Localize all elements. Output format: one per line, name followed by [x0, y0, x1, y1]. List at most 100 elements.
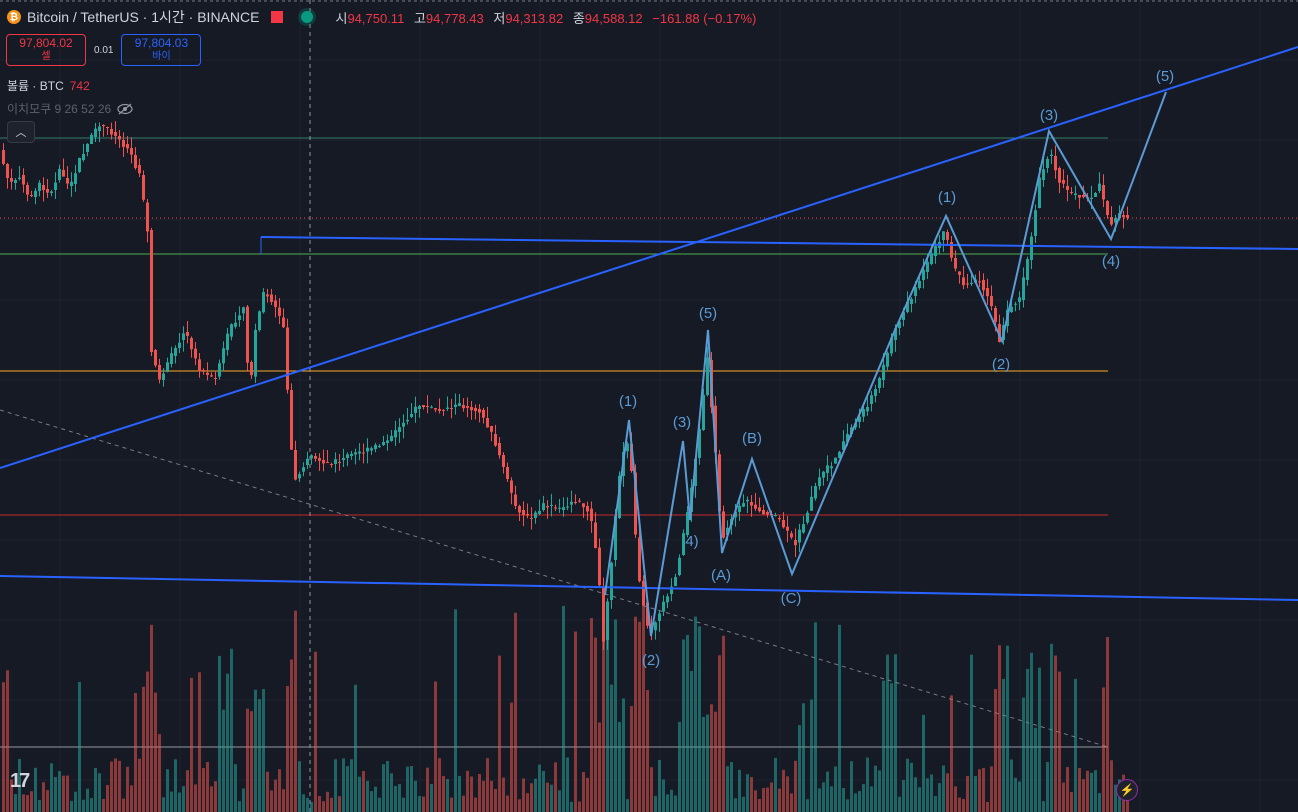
candle [226, 333, 229, 350]
buy-button[interactable]: 97,804.03 바이 [121, 34, 202, 66]
candle [794, 540, 797, 546]
wave-label[interactable]: (2) [992, 356, 1010, 373]
volume-bar [1054, 655, 1057, 812]
volume-bar [846, 799, 849, 812]
candle [82, 153, 85, 160]
volume-bar [330, 797, 333, 812]
wave-label[interactable]: (A) [711, 567, 731, 584]
volume-bar [766, 787, 769, 812]
volume-bar [494, 788, 497, 812]
volume-bar [302, 794, 305, 812]
candle [1054, 156, 1057, 171]
low-label: 저 [493, 10, 506, 26]
wave-label[interactable]: 4) [685, 533, 698, 550]
wave-label[interactable]: (1) [619, 393, 637, 410]
volume-bar [314, 651, 317, 812]
lightning-icon[interactable]: ⚡ [1116, 779, 1138, 801]
volume-bar [62, 775, 65, 812]
volume-bar [622, 698, 625, 812]
volume-bar [706, 714, 709, 812]
volume-bar [26, 795, 29, 812]
volume-bar [606, 607, 609, 812]
trendline-rising[interactable] [0, 46, 1298, 469]
wave-label[interactable]: (4) [1102, 253, 1120, 270]
volume-bar [358, 776, 361, 812]
candle [394, 430, 397, 438]
market-status-icon[interactable] [301, 11, 314, 23]
volume-bar [218, 655, 221, 812]
volume-bar [758, 799, 761, 812]
candle [174, 347, 177, 356]
candle [1018, 297, 1021, 302]
volume-bar [774, 757, 777, 812]
candle [518, 506, 521, 513]
volume-bar [582, 771, 585, 812]
ichimoku-label: 이치모쿠 9 26 52 26 [7, 102, 112, 116]
volume-bar [930, 774, 933, 812]
candle [118, 136, 121, 140]
volume-bar [234, 764, 237, 812]
candle [798, 529, 801, 543]
elliott-wave-path[interactable] [604, 91, 1167, 637]
volume-bar [638, 621, 641, 812]
volume-bar [730, 762, 733, 812]
candle [574, 502, 577, 503]
candle [934, 246, 937, 256]
volume-bar [690, 671, 693, 812]
candle [370, 448, 373, 451]
candle [634, 472, 637, 535]
sell-button[interactable]: 97,804.02 셀 [6, 34, 86, 66]
volume-legend[interactable]: 볼륨 · BTC 742 [7, 77, 90, 94]
volume-bar [626, 799, 629, 812]
volume-bar [486, 758, 489, 812]
candle [106, 127, 109, 128]
candle [346, 454, 349, 458]
candle [818, 477, 821, 487]
collapse-legend-button[interactable]: ︿ [7, 121, 35, 143]
candle [470, 407, 473, 411]
wave-label[interactable]: (3) [673, 414, 691, 431]
candle [878, 377, 881, 388]
wave-label[interactable]: (5) [1156, 68, 1174, 85]
candle [358, 451, 361, 454]
volume-bar [1074, 678, 1077, 812]
wave-label[interactable]: (5) [699, 305, 717, 322]
wave-label[interactable]: (3) [1040, 107, 1058, 124]
volume-bar [646, 690, 649, 812]
wave-label[interactable]: (1) [938, 189, 956, 206]
candle [786, 526, 789, 531]
volume-bar [34, 767, 37, 812]
volume-bar [562, 605, 565, 812]
wave-label[interactable]: (B) [742, 430, 762, 447]
candle [534, 512, 537, 518]
volume-bar [698, 626, 701, 812]
candle [334, 459, 337, 464]
candle [1030, 236, 1033, 260]
volume-bar [554, 762, 557, 812]
candle [142, 175, 145, 200]
volume-bar [154, 692, 157, 812]
wave-label[interactable]: (C) [781, 590, 802, 607]
trendline-lower[interactable] [0, 575, 1298, 601]
volume-bar [442, 775, 445, 812]
wave-label[interactable]: (2) [642, 652, 660, 669]
eye-off-icon[interactable] [117, 103, 133, 115]
candle [1046, 158, 1049, 168]
candle [762, 510, 765, 515]
trendline-mid[interactable] [260, 236, 1298, 250]
volume-bar [222, 709, 225, 812]
volume-bar [942, 765, 945, 812]
dashed-trendline[interactable] [0, 409, 1109, 748]
ichimoku-legend[interactable]: 이치모쿠 9 26 52 26 [7, 100, 133, 117]
volume-bar [674, 795, 677, 812]
candle [486, 418, 489, 428]
candle [506, 467, 509, 479]
volume-bar [1086, 770, 1089, 812]
volume-bar [426, 767, 429, 812]
candle [910, 298, 913, 304]
symbol-title[interactable]: Bitcoin / TetherUS · 1시간 · BINANCE [27, 9, 260, 25]
candle [806, 512, 809, 523]
candle [802, 524, 805, 533]
volume-bar [718, 655, 721, 812]
